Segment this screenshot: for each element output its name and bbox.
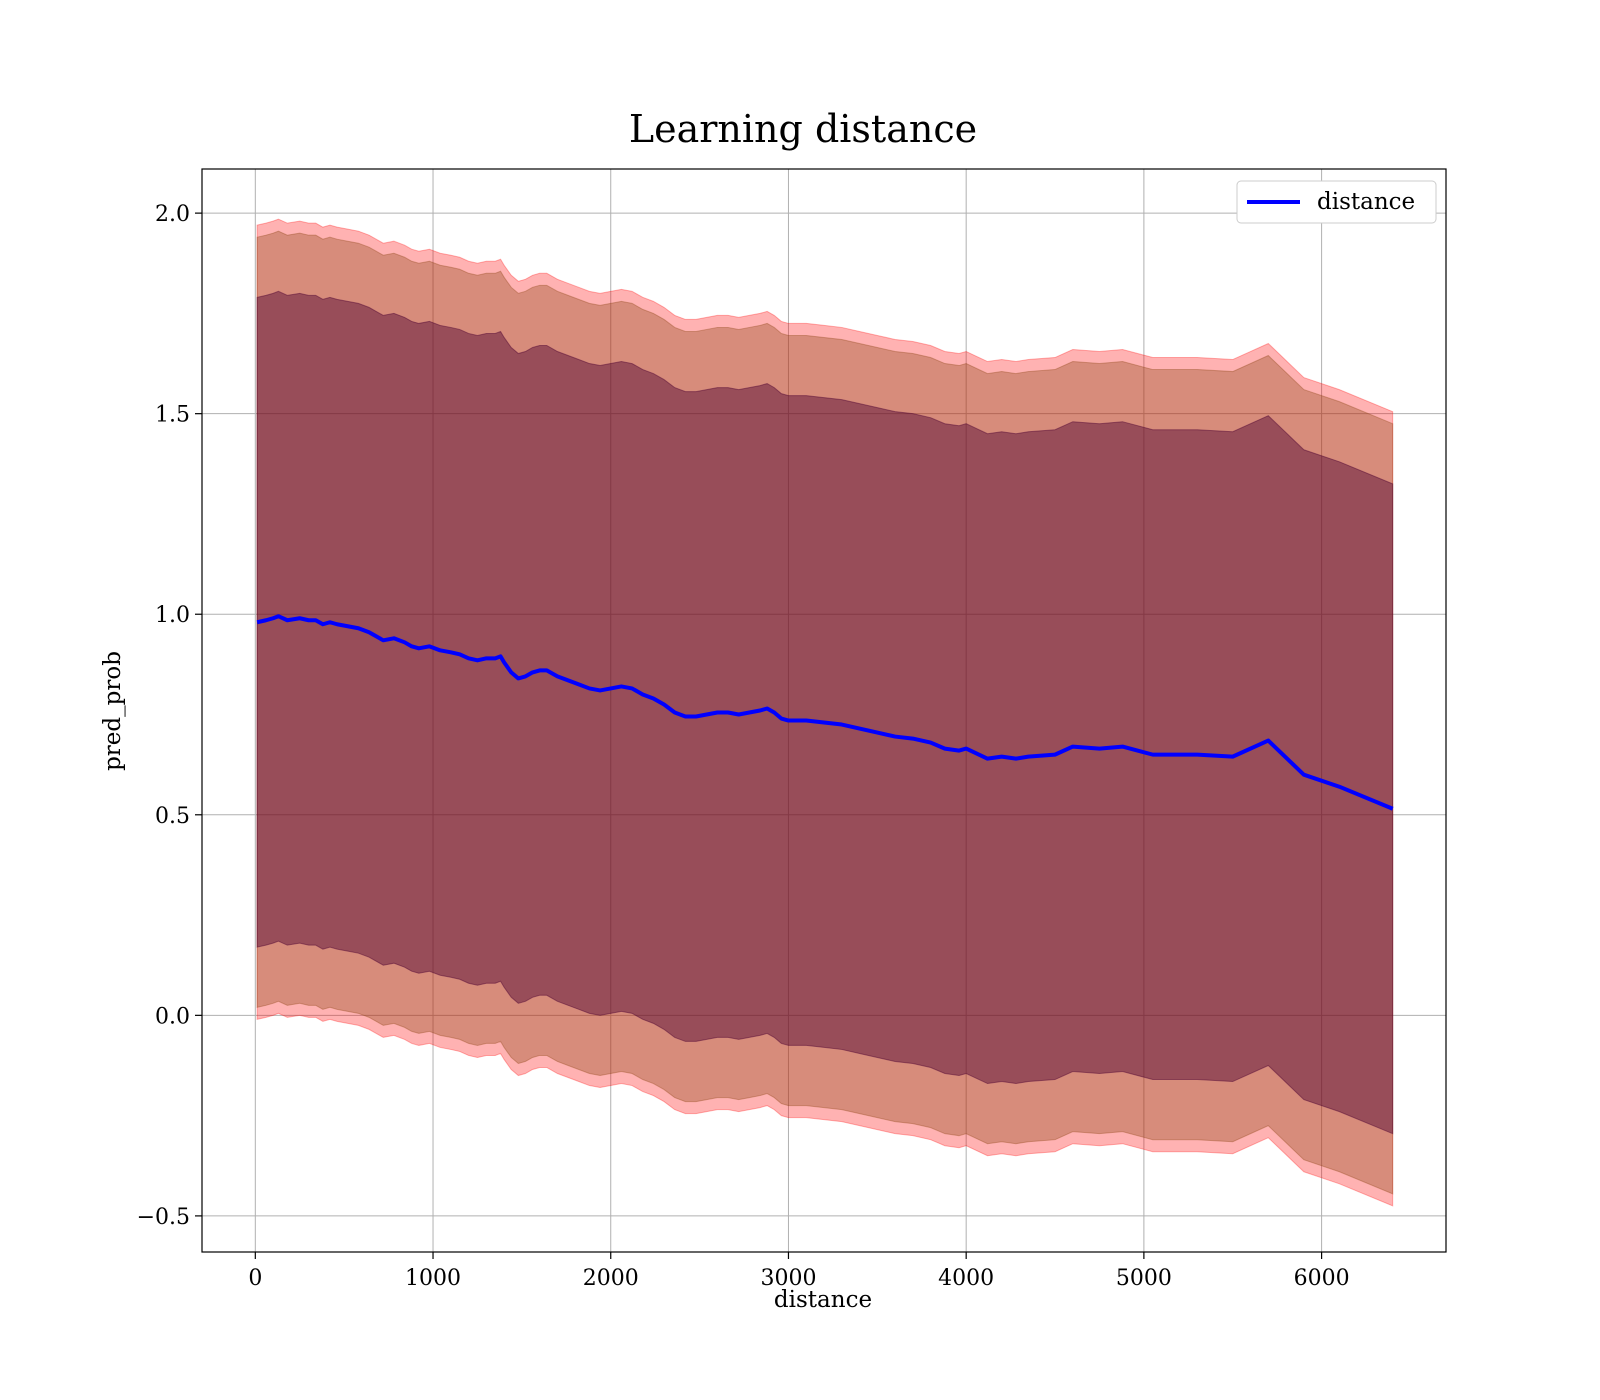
legend-label-distance: distance [1317, 189, 1415, 215]
legend-box [1236, 180, 1437, 224]
y-axis-label: pred_prob [100, 651, 126, 771]
chart-title: Learning distance [629, 107, 977, 151]
y-tick-label: 2.0 [155, 202, 190, 227]
y-tick-label: 1.0 [155, 603, 190, 628]
band-inner [256, 290, 1394, 1135]
y-tick-label: 0.0 [155, 1004, 190, 1029]
x-axis-ticks: 0 1000 2000 3000 4000 5000 6000 [248, 1252, 1350, 1291]
x-tick-label: 1000 [405, 1266, 461, 1291]
y-tick-label: 1.5 [155, 403, 190, 428]
plot-frame [201, 168, 1447, 1253]
series-layer [256, 614, 1394, 811]
x-tick-label: 4000 [938, 1266, 994, 1291]
legend: distance [1236, 180, 1437, 224]
band-outer [256, 218, 1394, 1207]
x-tick-label: 3000 [760, 1266, 816, 1291]
x-axis-label: distance [774, 1287, 872, 1313]
series-line-distance [256, 614, 1394, 811]
y-tick-label: −0.5 [137, 1205, 190, 1230]
confidence-bands [256, 218, 1394, 1207]
band-middle [256, 230, 1394, 1195]
x-tick-label: 5000 [1116, 1266, 1172, 1291]
x-tick-label: 6000 [1294, 1266, 1350, 1291]
y-tick-label: 0.5 [155, 804, 190, 829]
x-tick-label: 2000 [583, 1266, 639, 1291]
y-axis-ticks: −0.5 0.0 0.5 1.0 1.5 2.0 [137, 202, 202, 1230]
x-tick-label: 0 [248, 1266, 262, 1291]
